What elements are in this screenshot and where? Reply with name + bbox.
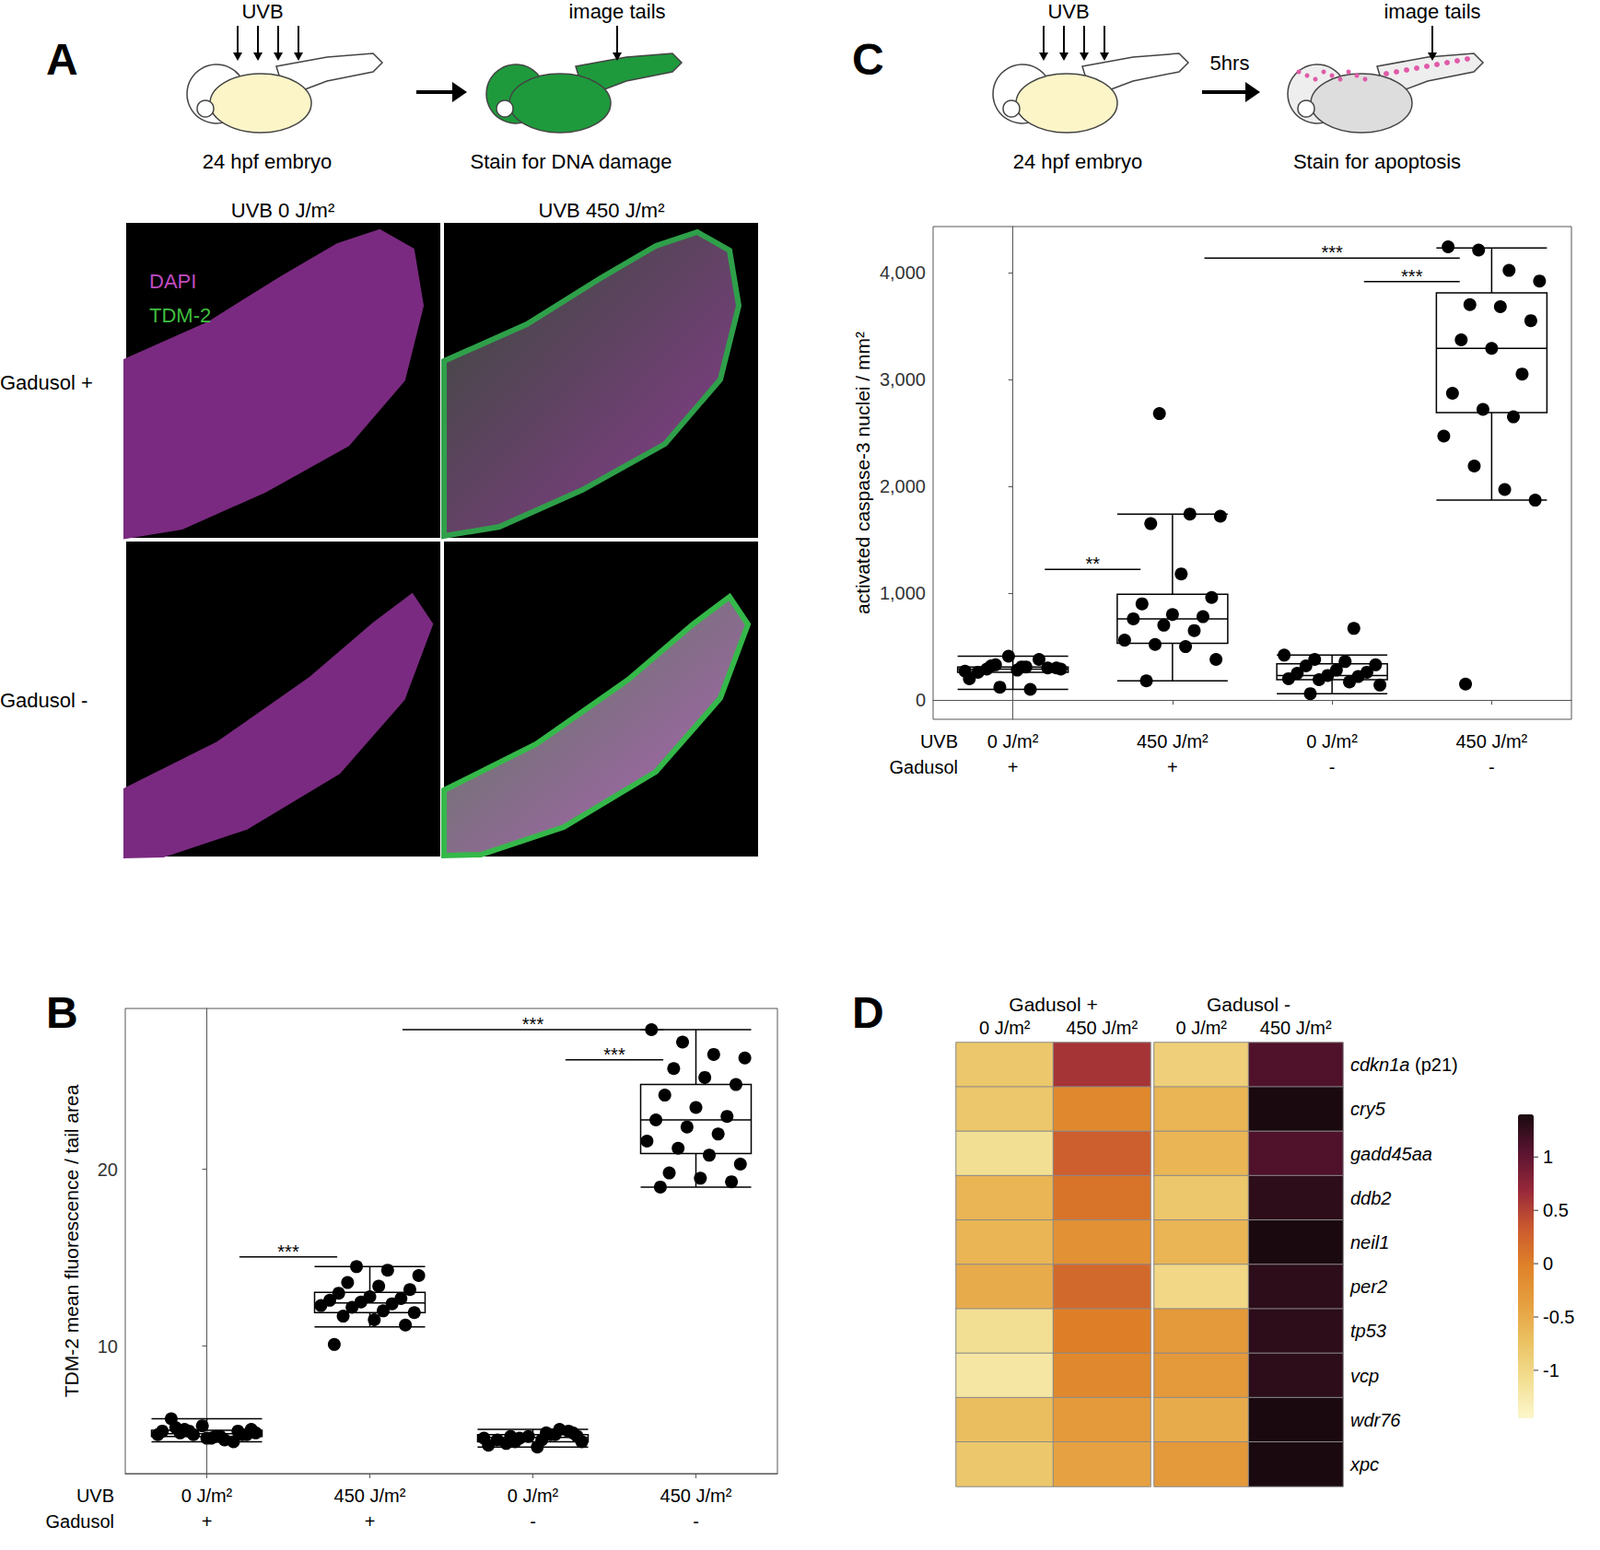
svg-text:450 J/m²: 450 J/m² — [1260, 1017, 1332, 1039]
svg-text:-: - — [1488, 757, 1495, 778]
svg-text:-: - — [692, 1511, 700, 1532]
svg-text:vcp: vcp — [1350, 1366, 1379, 1387]
svg-text:0 J/m²: 0 J/m² — [1306, 731, 1358, 752]
svg-text:2,000: 2,000 — [879, 476, 926, 497]
svg-text:image tails: image tails — [1383, 0, 1481, 24]
svg-text:***: *** — [522, 1014, 545, 1035]
svg-text:TDM-2 mean fluorescence / tail: TDM-2 mean fluorescence / tail area — [60, 1084, 82, 1398]
svg-text:wdr76: wdr76 — [1350, 1410, 1402, 1431]
svg-text:0: 0 — [915, 689, 926, 711]
svg-text:3,000: 3,000 — [879, 369, 926, 390]
svg-text:450 J/m²: 450 J/m² — [1065, 1017, 1138, 1039]
svg-text:***: *** — [1401, 266, 1424, 287]
svg-text:D: D — [852, 988, 885, 1038]
svg-text:UVB: UVB — [241, 0, 283, 24]
svg-text:24 hpf embryo: 24 hpf embryo — [1013, 150, 1144, 174]
svg-text:20: 20 — [97, 1159, 118, 1180]
svg-text:TDM-2: TDM-2 — [149, 303, 211, 328]
svg-text:(p21): (p21) — [1409, 1054, 1458, 1075]
svg-text:450 J/m²: 450 J/m² — [660, 1485, 733, 1507]
svg-text:***: *** — [603, 1044, 626, 1065]
svg-text:UVB 0 J/m²: UVB 0 J/m² — [231, 198, 335, 222]
svg-text:+: + — [1167, 757, 1179, 778]
svg-text:***: *** — [1320, 242, 1344, 263]
svg-text:Gadusol -: Gadusol - — [0, 689, 88, 713]
svg-text:+: + — [1007, 757, 1019, 778]
svg-text:+: + — [364, 1511, 376, 1532]
svg-text:ddb2: ddb2 — [1350, 1188, 1392, 1209]
svg-text:0.5: 0.5 — [1542, 1200, 1569, 1221]
svg-text:0 J/m²: 0 J/m² — [1175, 1017, 1227, 1039]
svg-text:UVB: UVB — [920, 731, 958, 752]
svg-text:B: B — [46, 988, 79, 1038]
svg-text:-: - — [1329, 757, 1336, 778]
svg-text:image tails: image tails — [568, 0, 666, 24]
svg-text:4,000: 4,000 — [879, 262, 926, 283]
svg-text:C: C — [852, 35, 885, 84]
svg-text:UVB: UVB — [1047, 0, 1089, 24]
svg-text:-: - — [529, 1511, 537, 1532]
svg-text:per2: per2 — [1349, 1276, 1388, 1297]
svg-text:neil1: neil1 — [1350, 1232, 1390, 1253]
svg-text:Gadusol +: Gadusol + — [1008, 993, 1098, 1016]
svg-text:-1: -1 — [1542, 1360, 1560, 1381]
svg-text:Gadusol: Gadusol — [889, 757, 959, 778]
svg-text:0 J/m²: 0 J/m² — [507, 1485, 560, 1507]
svg-text:gadd45aa: gadd45aa — [1350, 1144, 1433, 1165]
svg-text:cdkn1a: cdkn1a — [1350, 1054, 1411, 1075]
svg-text:5hrs: 5hrs — [1210, 51, 1250, 75]
svg-text:A: A — [46, 35, 79, 84]
svg-text:UVB: UVB — [76, 1485, 115, 1507]
svg-text:Stain for apoptosis: Stain for apoptosis — [1293, 150, 1461, 174]
svg-text:10: 10 — [97, 1336, 118, 1357]
svg-text:cry5: cry5 — [1350, 1098, 1387, 1120]
svg-text:0 J/m²: 0 J/m² — [979, 1017, 1031, 1039]
svg-text:450 J/m²: 450 J/m² — [1136, 731, 1209, 752]
svg-text:450 J/m²: 450 J/m² — [1455, 731, 1528, 752]
svg-text:450 J/m²: 450 J/m² — [334, 1485, 407, 1507]
svg-text:tp53: tp53 — [1350, 1320, 1387, 1342]
svg-text:***: *** — [277, 1241, 300, 1262]
svg-text:+: + — [201, 1511, 213, 1532]
svg-text:Gadusol +: Gadusol + — [0, 371, 94, 395]
svg-text:1,000: 1,000 — [879, 583, 926, 604]
svg-text:DAPI: DAPI — [149, 269, 197, 293]
svg-text:Stain for DNA damage: Stain for DNA damage — [470, 150, 673, 174]
svg-text:24 hpf embryo: 24 hpf embryo — [202, 150, 333, 174]
svg-text:Gadusol -: Gadusol - — [1206, 993, 1291, 1016]
svg-text:UVB 450 J/m²: UVB 450 J/m² — [538, 198, 666, 222]
svg-text:Gadusol: Gadusol — [46, 1511, 116, 1532]
svg-text:xpc: xpc — [1349, 1454, 1379, 1475]
svg-text:0 J/m²: 0 J/m² — [181, 1485, 234, 1507]
svg-text:-0.5: -0.5 — [1542, 1307, 1575, 1328]
svg-text:activated caspase-3 nuclei / m: activated caspase-3 nuclei / mm² — [852, 331, 874, 615]
svg-text:0 J/m²: 0 J/m² — [987, 731, 1040, 752]
svg-text:1: 1 — [1542, 1146, 1554, 1168]
svg-text:0: 0 — [1542, 1253, 1554, 1274]
svg-text:**: ** — [1085, 553, 1100, 574]
